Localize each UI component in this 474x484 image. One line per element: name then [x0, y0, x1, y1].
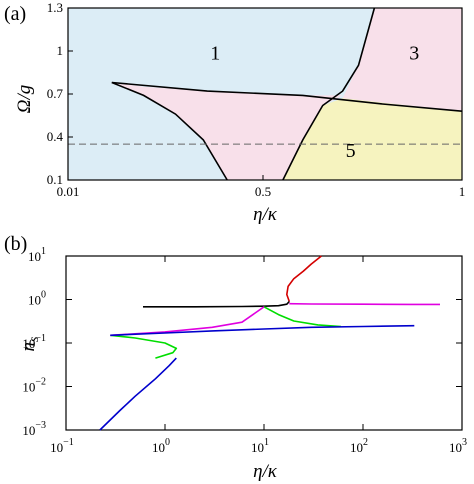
x-tick-label: 1	[459, 184, 466, 199]
phase-boundaries	[111, 7, 463, 181]
series-line-2	[289, 302, 440, 306]
series-line-6	[99, 357, 177, 431]
series-lines	[99, 255, 440, 431]
x-ticks-a: 0.01 0.5 1	[57, 175, 466, 199]
panel-a: 1 3 5 0.01 0.5 1 0.1 0.4 0.7 1 1.3 (a) η/κ Ω/g	[4, 0, 465, 225]
series-line-5	[110, 306, 265, 337]
x-tick-label: 101	[251, 437, 269, 455]
region-label-3: 3	[409, 42, 419, 64]
region-5	[282, 98, 462, 180]
region-label-5: 5	[346, 140, 356, 162]
y-tick-label: 0.7	[47, 86, 64, 101]
series-line-0	[286, 255, 322, 302]
x-tick-label: 100	[152, 437, 170, 455]
boundary-right	[282, 7, 376, 181]
panel-label-a: (a)	[4, 3, 26, 25]
series-line-3	[110, 334, 178, 359]
y-tick-label: 10−3	[22, 420, 46, 438]
x-axis-label-b: η/κ	[253, 461, 278, 482]
x-ticks-b: 10−1 100 101 102 103	[50, 256, 467, 455]
region-area-1	[111, 82, 343, 180]
y-tick-label: 1.3	[47, 0, 63, 15]
series-line-1	[143, 300, 290, 308]
y-tick-label: 100	[28, 290, 46, 308]
y-axis-label-a: Ω/g	[14, 85, 35, 114]
x-tick-label: 103	[449, 437, 467, 455]
y-tick-label: 1	[57, 43, 64, 58]
y-tick-label: 0.1	[47, 172, 63, 187]
region-label-1: 1	[210, 42, 220, 64]
series-line-4	[263, 306, 342, 328]
boundary-upper	[111, 81, 463, 112]
axes-frame-b	[65, 255, 463, 431]
x-axis-label-a: η/κ	[253, 204, 278, 225]
y-tick-label: 10−2	[22, 377, 46, 395]
series-line-7	[110, 324, 415, 337]
region-3	[342, 8, 462, 112]
x-tick-label: 0.01	[57, 184, 80, 199]
y-tick-label: 101	[28, 246, 46, 264]
y-ticks-a: 0.1 0.4 0.7 1 1.3	[47, 0, 73, 187]
boundary-left	[111, 81, 228, 181]
region-labels: 1 3 5	[210, 42, 419, 161]
panel-label-b: (b)	[4, 233, 27, 255]
y-tick-label: 0.4	[47, 129, 64, 144]
x-tick-label: 10−1	[50, 437, 74, 455]
x-tick-label: 0.5	[255, 184, 271, 199]
x-tick-label: 102	[350, 437, 368, 455]
